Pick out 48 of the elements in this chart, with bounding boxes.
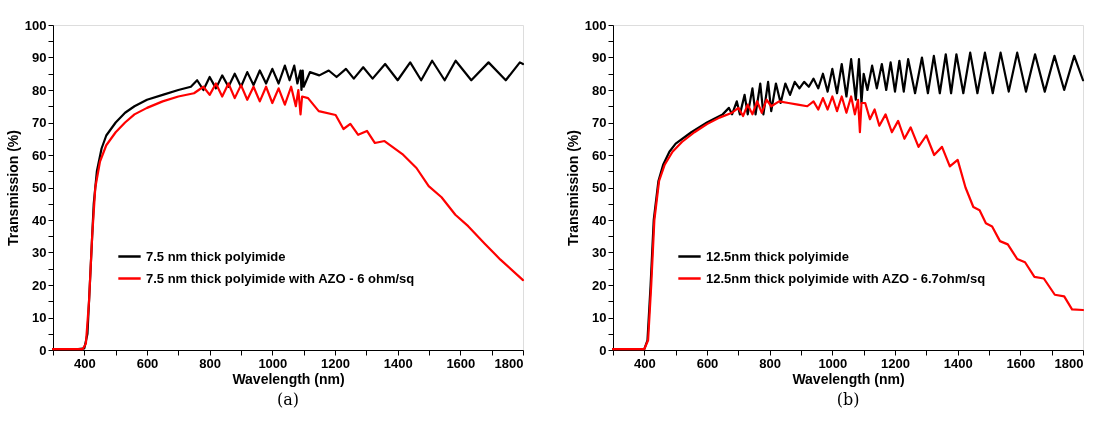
x-tick-label: 400 (73, 355, 96, 371)
y-tick-label: 90 (32, 50, 47, 65)
y-tick-label: 20 (32, 277, 47, 293)
y-tick-label: 40 (32, 212, 47, 228)
x-tick-label: 1000 (818, 355, 848, 371)
x-tick-label: 600 (696, 355, 719, 371)
x-tick-label: 1800 (1054, 355, 1084, 371)
text: (a) (276, 390, 300, 409)
x-axis-title: Wavelength (nm) (792, 370, 905, 387)
x-tick-label: 400 (633, 355, 656, 371)
y-tick-label: 80 (32, 82, 47, 98)
legend-label: 7.5 nm thick polyimide (146, 248, 286, 264)
x-tick-label: 1200 (881, 355, 910, 371)
y-tick-label: 70 (592, 115, 607, 130)
x-axis-title: Wavelength (nm) (232, 370, 345, 387)
x-tick-label: 1600 (1006, 355, 1036, 371)
y-tick-label: 100 (584, 17, 607, 33)
x-tick-label: 1400 (383, 355, 413, 371)
y-tick-label: 40 (592, 212, 607, 228)
y-tick-label: 70 (32, 115, 47, 130)
y-tick-label: 10 (32, 310, 47, 325)
x-tick-label: 800 (759, 355, 782, 371)
y-tick-label: 90 (592, 50, 607, 65)
legend-label: 7.5 nm thick polyimide with AZO - 6 ohm/sq (146, 270, 415, 286)
text: (b) (836, 390, 860, 409)
x-tick-label: 600 (136, 355, 159, 371)
x-tick-label: 1800 (494, 355, 524, 371)
y-axis-title: Transmission (%) (4, 130, 21, 246)
y-tick-label: 50 (32, 180, 47, 195)
x-tick-label: 1600 (446, 355, 476, 371)
y-tick-label: 0 (599, 342, 607, 358)
y-tick-label: 50 (592, 180, 607, 195)
y-axis-title: Transmission (%) (564, 130, 581, 246)
y-tick-label: 30 (32, 245, 47, 260)
legend-label: 12.5nm thick polyimide (706, 248, 850, 264)
x-tick-label: 1400 (943, 355, 973, 371)
y-tick-label: 80 (592, 82, 607, 98)
x-tick-label: 1200 (321, 355, 350, 371)
y-tick-label: 0 (39, 342, 47, 358)
y-tick-label: 30 (592, 245, 607, 260)
y-tick-label: 60 (592, 147, 607, 163)
x-tick-label: 800 (199, 355, 222, 371)
y-tick-label: 100 (24, 17, 47, 33)
x-tick-label: 1000 (258, 355, 288, 371)
y-tick-label: 20 (592, 277, 607, 293)
y-tick-label: 10 (592, 310, 607, 325)
y-tick-label: 60 (32, 147, 47, 163)
legend-label: 12.5nm thick polyimide with AZO - 6.7ohm/sq (706, 270, 986, 286)
